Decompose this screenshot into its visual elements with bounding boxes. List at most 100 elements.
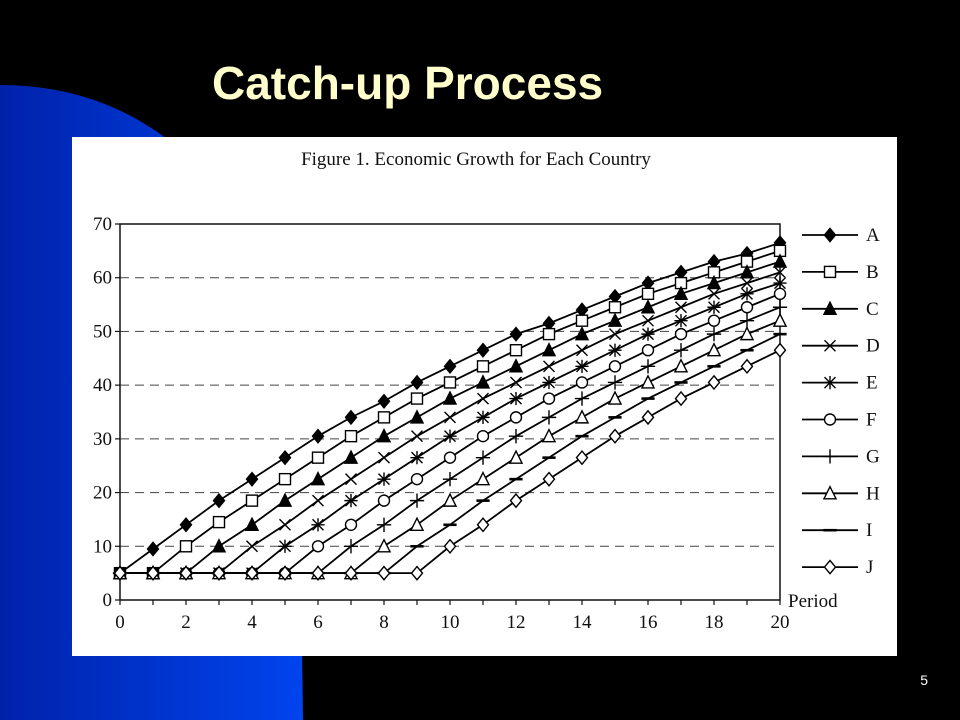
point-e-10 xyxy=(443,429,457,443)
legend-item-h: H xyxy=(802,483,880,504)
point-j-9 xyxy=(410,565,424,581)
point-c-17 xyxy=(673,285,689,301)
point-b-7 xyxy=(344,429,358,443)
point-a-7 xyxy=(344,409,358,426)
figure-panel: Figure 1. Economic Growth for Each Count… xyxy=(72,137,897,656)
x-tick-label-12: 12 xyxy=(507,612,526,633)
point-c-19 xyxy=(739,264,755,279)
legend-marker-f xyxy=(823,413,837,426)
point-a-12 xyxy=(509,326,523,342)
legend-item-c: C xyxy=(802,299,879,320)
chart-title: Figure 1. Economic Growth for Each Count… xyxy=(301,149,651,170)
legend-label-h: H xyxy=(866,483,880,504)
x-tick-label-10: 10 xyxy=(441,612,460,633)
legend-item-g: G xyxy=(802,446,880,467)
x-tick-label-18: 18 xyxy=(705,612,724,633)
point-c-18 xyxy=(706,274,722,290)
x-tick-label-14: 14 xyxy=(573,612,593,633)
point-d-20 xyxy=(774,266,786,279)
point-j-15 xyxy=(608,428,622,444)
point-c-16 xyxy=(640,299,656,314)
point-d-15 xyxy=(609,328,621,341)
point-a-6 xyxy=(311,428,325,444)
point-f-7 xyxy=(344,518,358,531)
point-j-19 xyxy=(740,358,754,375)
point-c-12 xyxy=(508,358,524,373)
point-a-1 xyxy=(146,541,160,557)
legend-label-g: G xyxy=(866,446,880,467)
point-g-14 xyxy=(574,391,590,406)
point-b-13 xyxy=(542,327,556,341)
point-c-14 xyxy=(574,325,590,341)
point-f-15 xyxy=(608,360,622,373)
point-c-5 xyxy=(277,492,293,507)
point-b-15 xyxy=(608,301,622,314)
point-h-20 xyxy=(772,312,788,327)
point-f-10 xyxy=(443,451,457,464)
point-j-20 xyxy=(773,342,787,358)
series-d xyxy=(114,266,786,580)
point-f-16 xyxy=(641,344,655,357)
point-a-11 xyxy=(476,342,490,358)
point-g-20 xyxy=(772,300,788,315)
point-g-18 xyxy=(706,326,722,342)
legend-label-j: J xyxy=(866,557,873,578)
point-h-12 xyxy=(508,449,524,464)
point-b-2 xyxy=(179,540,193,553)
y-tick-label-10: 10 xyxy=(93,536,112,557)
legend-item-f: F xyxy=(802,410,877,431)
point-d-8 xyxy=(378,451,390,464)
y-tick-label-50: 50 xyxy=(93,321,112,342)
point-j-12 xyxy=(509,492,523,509)
point-f-9 xyxy=(410,472,424,486)
series-e xyxy=(113,276,787,580)
point-j-5 xyxy=(278,565,292,581)
point-e-5 xyxy=(278,539,292,553)
point-a-8 xyxy=(377,393,391,409)
point-g-8 xyxy=(376,517,392,532)
point-d-11 xyxy=(477,392,489,405)
y-tick-label-30: 30 xyxy=(93,429,112,450)
point-e-12 xyxy=(509,391,523,406)
point-g-16 xyxy=(640,359,656,374)
point-d-18 xyxy=(708,287,720,300)
point-g-7 xyxy=(343,539,359,554)
point-c-3 xyxy=(211,538,227,553)
y-tick-label-70: 70 xyxy=(93,214,112,235)
point-a-10 xyxy=(443,358,457,375)
point-j-4 xyxy=(245,565,259,581)
point-h-15 xyxy=(607,390,623,405)
point-e-11 xyxy=(476,410,490,424)
axes: 0 10 20 30 40 50 60 70 0 2 4 6 8 10 12 14 16 18 20 xyxy=(93,214,790,633)
point-b-5 xyxy=(278,472,292,486)
legend-marker-c xyxy=(822,300,838,316)
point-d-9 xyxy=(411,430,423,443)
point-c-7 xyxy=(343,449,359,464)
legend-label-a: A xyxy=(866,225,880,246)
point-g-19 xyxy=(739,313,755,328)
point-c-9 xyxy=(409,409,425,424)
point-h-17 xyxy=(673,358,689,373)
point-c-10 xyxy=(442,390,458,405)
point-h-18 xyxy=(706,342,722,357)
point-f-18 xyxy=(707,314,721,327)
legend-label-i: I xyxy=(866,520,872,541)
point-c-20 xyxy=(772,253,788,268)
point-j-0 xyxy=(113,565,127,581)
point-a-4 xyxy=(245,471,259,487)
point-f-14 xyxy=(575,376,589,389)
point-f-20 xyxy=(773,287,787,301)
legend-marker-d xyxy=(824,339,836,352)
point-d-16 xyxy=(642,314,654,327)
legend-marker-b xyxy=(823,265,837,279)
legend-marker-j xyxy=(823,559,837,575)
x-tick-label-4: 4 xyxy=(247,612,257,633)
point-f-17 xyxy=(674,327,688,341)
legend-item-a: A xyxy=(802,225,880,246)
point-j-2 xyxy=(179,565,193,581)
point-f-19 xyxy=(740,301,754,314)
legend-marker-e xyxy=(823,376,837,390)
point-g-17 xyxy=(673,343,689,358)
point-a-3 xyxy=(212,492,226,509)
